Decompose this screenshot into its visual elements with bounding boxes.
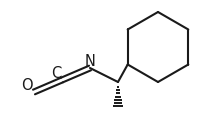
Text: N: N	[84, 54, 95, 68]
Text: O: O	[21, 78, 33, 93]
Text: C: C	[51, 66, 61, 81]
